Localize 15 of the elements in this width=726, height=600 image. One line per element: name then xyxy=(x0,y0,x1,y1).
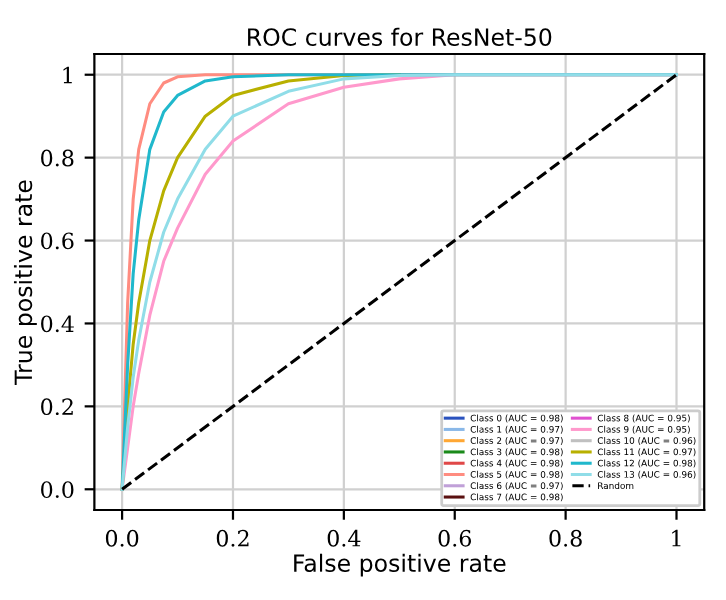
y-tick-label: 1 xyxy=(63,66,72,84)
y-tick-label: 0.4 xyxy=(41,315,74,333)
x-tick-label: 0.6 xyxy=(438,529,472,547)
y-tick-label: 0.6 xyxy=(41,232,74,250)
x-tick-label: 0.0 xyxy=(105,529,139,547)
x-axis-title: False positive rate xyxy=(294,553,506,577)
chart-title: ROC curves for ResNet-50 xyxy=(248,27,552,46)
y-tick-label: 0.0 xyxy=(41,481,74,499)
x-tick-label: 1 xyxy=(672,529,681,547)
y-tick-label: 0.8 xyxy=(41,149,74,167)
x-tick-label: 0.8 xyxy=(549,529,582,547)
y-axis-title: True positive rate xyxy=(13,180,37,385)
y-tick-label: 0.2 xyxy=(41,398,73,416)
x-tick-label: 0.2 xyxy=(216,529,249,547)
x-tick-label: 0.4 xyxy=(327,529,361,547)
